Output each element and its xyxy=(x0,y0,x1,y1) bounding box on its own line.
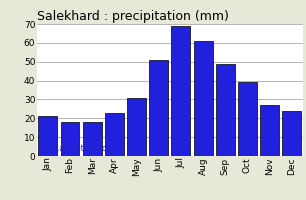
Bar xyxy=(38,116,57,156)
Text: Salekhard : precipitation (mm): Salekhard : precipitation (mm) xyxy=(37,10,229,23)
Text: www.allmetsat.com: www.allmetsat.com xyxy=(39,144,114,153)
Bar xyxy=(238,82,257,156)
Bar xyxy=(171,26,190,156)
Bar xyxy=(194,41,213,156)
Bar xyxy=(83,122,102,156)
Bar xyxy=(260,105,279,156)
Bar xyxy=(149,60,168,156)
Bar xyxy=(105,113,124,156)
Bar xyxy=(216,64,235,156)
Bar xyxy=(127,98,146,156)
Bar xyxy=(61,122,80,156)
Bar xyxy=(282,111,301,156)
